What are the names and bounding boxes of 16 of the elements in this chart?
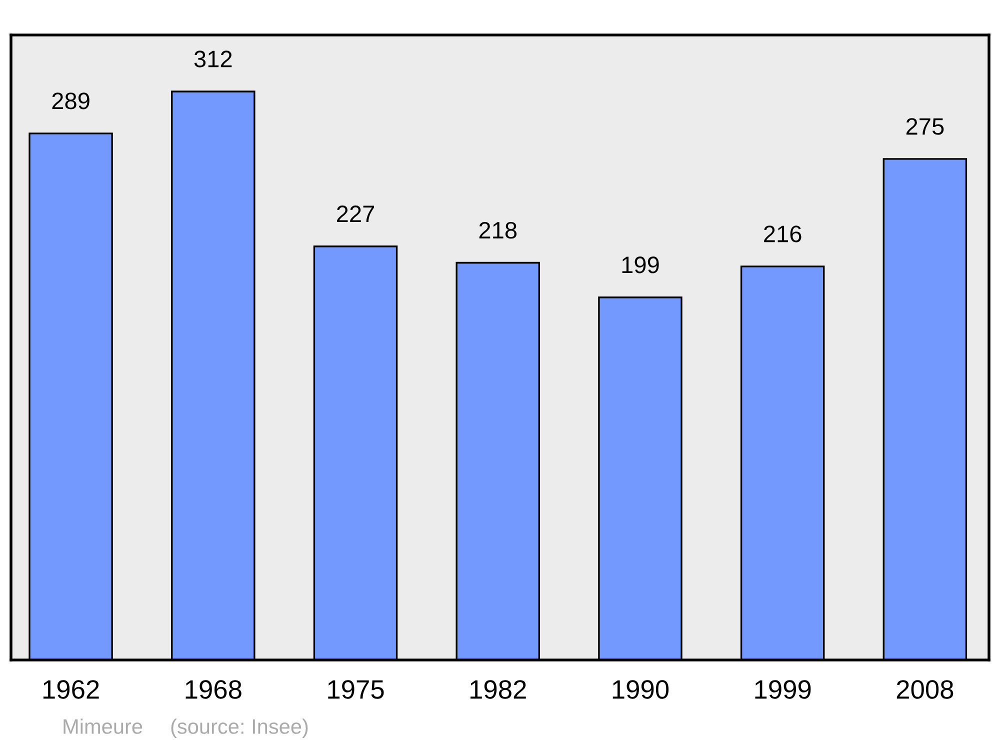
x-tick-label: 1968 [186, 680, 242, 699]
data-label: 216 [764, 226, 802, 242]
data-label: 199 [622, 256, 659, 274]
x-tick-label: 2008 [896, 680, 954, 699]
x-tick-label: 1962 [43, 680, 99, 699]
data-label: 218 [479, 222, 517, 239]
data-label: 312 [194, 50, 232, 68]
data-label: 227 [337, 206, 374, 222]
x-tick-label: 1975 [328, 680, 384, 699]
x-tick-label: 1990 [612, 680, 669, 699]
data-label: 289 [52, 92, 90, 110]
x-tick-label: 1982 [470, 680, 526, 699]
text: (source: Insee) [171, 718, 308, 738]
text: Mimeure [64, 718, 142, 734]
x-tick-label: 1999 [755, 680, 811, 699]
data-label: 275 [906, 118, 944, 135]
